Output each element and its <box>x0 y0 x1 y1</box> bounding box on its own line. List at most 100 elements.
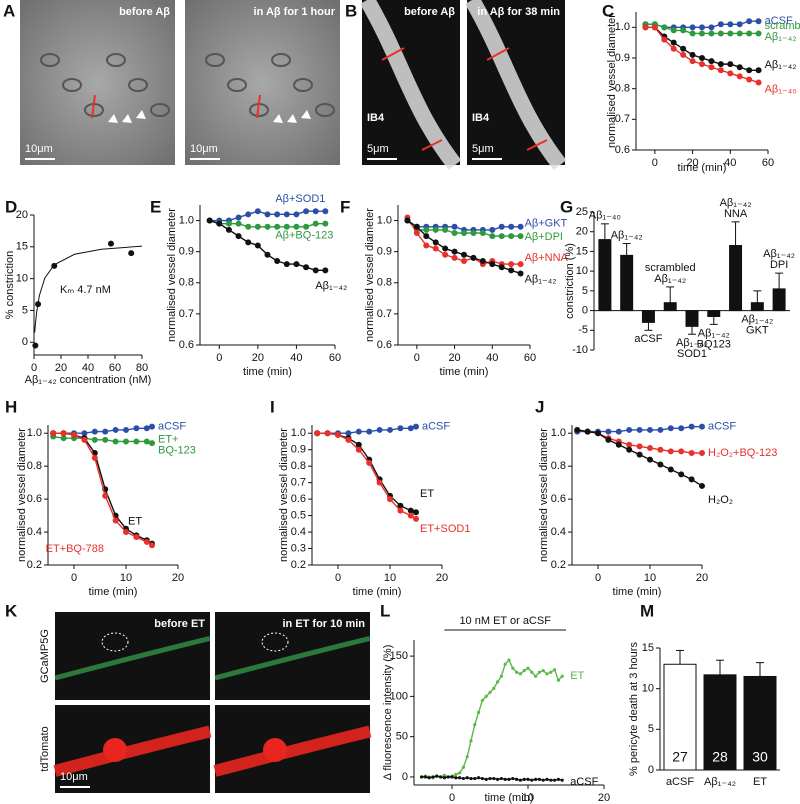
panel-letter: B <box>345 1 357 20</box>
data-point <box>736 21 743 28</box>
y-tick-label: -5 <box>578 324 588 336</box>
data-point <box>435 774 439 778</box>
row-label: GCaMP5G <box>39 629 51 683</box>
series-line <box>317 432 417 513</box>
data-point <box>503 777 507 781</box>
series-line <box>421 775 563 781</box>
data-point <box>717 61 724 68</box>
vessel-marker <box>486 47 510 61</box>
panel-letter: C <box>602 1 614 20</box>
x-tick-label: 40 <box>724 157 736 169</box>
data-point <box>423 233 430 240</box>
data-point <box>442 251 449 258</box>
data-point <box>489 261 496 268</box>
data-point <box>397 502 404 509</box>
x-tick-label: 20 <box>448 352 460 364</box>
data-point <box>355 441 362 448</box>
bar-label: Aβ₁₋₄₂ <box>720 197 752 209</box>
data-point <box>647 426 653 433</box>
cell <box>150 103 170 117</box>
data-point <box>584 428 591 435</box>
data-point <box>50 430 57 437</box>
annotation: 10 nM ET or aCSF <box>459 615 551 627</box>
data-point <box>407 507 414 514</box>
n-label: 30 <box>752 749 768 765</box>
panel-letter: D <box>5 197 17 216</box>
x-tick-label: 10 <box>644 572 656 584</box>
data-point <box>112 517 119 524</box>
y-tick-label: 15 <box>16 241 28 253</box>
data-point <box>432 226 439 233</box>
data-point <box>522 777 526 781</box>
data-point <box>81 430 88 437</box>
data-point <box>470 230 477 236</box>
data-point <box>626 446 633 453</box>
cell <box>315 103 335 117</box>
data-point <box>498 264 505 271</box>
y-axis-label: normalised vessel diameter <box>166 208 178 342</box>
data-point <box>727 30 734 37</box>
roi <box>261 632 289 652</box>
data-point <box>479 230 486 236</box>
x-tick-label: 40 <box>82 362 94 374</box>
data-point <box>537 777 542 781</box>
data-point <box>450 775 454 779</box>
y-axis-label: normalised vessel diameter <box>364 208 376 342</box>
data-point <box>688 423 695 430</box>
data-point <box>71 431 77 438</box>
data-point <box>245 211 252 218</box>
data-point <box>345 430 352 437</box>
data-point <box>423 226 430 233</box>
data-point <box>670 45 677 52</box>
data-point <box>727 61 734 68</box>
data-point <box>605 428 612 435</box>
data-point <box>736 73 743 80</box>
data-point <box>530 778 534 782</box>
y-tick-label: 0.2 <box>291 559 306 571</box>
x-axis-label: Aβ₁₋₄₂ concentration (nM) <box>25 374 152 386</box>
data-point <box>60 430 67 437</box>
data-point <box>636 443 643 450</box>
y-axis-label: normalised vessel diameter <box>538 428 550 562</box>
data-point <box>560 674 564 678</box>
data-point <box>225 226 232 233</box>
y-axis-label: normalised vessel diameter <box>278 428 290 562</box>
series-label: H₂O₂+BQ-123 <box>708 447 777 459</box>
x-axis-label: time (min) <box>485 792 534 804</box>
data-point <box>553 668 557 672</box>
x-tick-label: 80 <box>136 362 148 374</box>
cell <box>40 53 60 67</box>
bar-label: Aβ₁₋₄₂ <box>763 248 795 260</box>
data-point <box>636 451 643 458</box>
data-point <box>112 426 119 433</box>
data-point <box>235 214 242 221</box>
x-axis-label: time (min) <box>353 586 402 598</box>
data-point <box>216 220 223 227</box>
frame-caption: in Aβ for 1 hour <box>254 6 336 18</box>
data-point <box>534 777 538 781</box>
data-point <box>123 438 129 445</box>
x-tick-label: 20 <box>252 352 264 364</box>
data-point <box>699 30 705 37</box>
x-tick-label: 20 <box>598 792 610 804</box>
x-tick-label: 0 <box>414 352 420 364</box>
data-point <box>454 776 458 780</box>
data-point <box>605 436 612 443</box>
data-point <box>657 426 664 433</box>
y-tick-label: 0.6 <box>27 493 42 505</box>
data-point <box>423 775 427 779</box>
data-point <box>661 24 668 31</box>
y-axis-label: normalised vessel diameter <box>16 428 28 562</box>
data-point <box>123 426 129 433</box>
data-point <box>746 67 753 74</box>
data-point <box>680 51 687 58</box>
series-label: H₂O₂ <box>708 494 733 506</box>
data-point <box>688 476 695 483</box>
data-point <box>489 226 496 233</box>
data-point <box>442 245 449 252</box>
micrograph <box>185 0 340 165</box>
series-label: ET+BQ-788 <box>46 543 104 555</box>
data-point <box>574 426 581 433</box>
data-point <box>274 223 281 230</box>
data-point <box>699 55 705 61</box>
